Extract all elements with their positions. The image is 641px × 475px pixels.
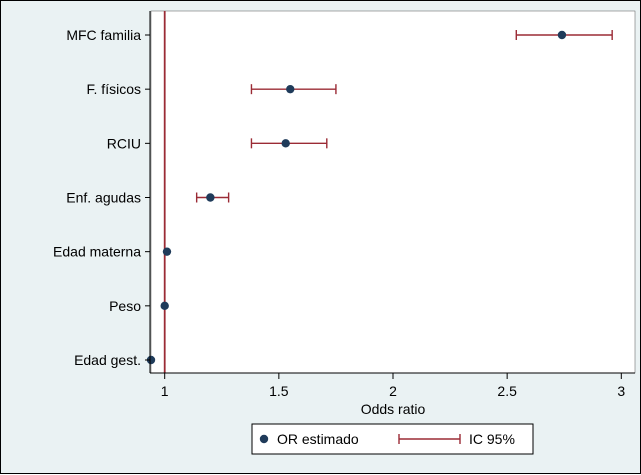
x-tick-label: 1: [161, 383, 169, 399]
x-axis-title: Odds ratio: [361, 401, 426, 417]
legend-point-marker: [260, 435, 268, 443]
legend-label-or: OR estimado: [277, 431, 359, 447]
or-point: [160, 302, 168, 310]
plot-area: [151, 11, 635, 373]
y-tick-label: Enf. agudas: [66, 190, 141, 206]
x-axis-ticks: 1 1.5 2 2.5 3: [161, 373, 626, 399]
y-tick-label: MFC familia: [66, 27, 141, 43]
x-tick-label: 3: [617, 383, 625, 399]
or-point: [286, 85, 294, 93]
x-tick-label: 2.5: [497, 383, 517, 399]
or-point: [558, 31, 566, 39]
x-tick-label: 1.5: [269, 383, 289, 399]
legend-label-ci: IC 95%: [469, 431, 515, 447]
y-axis-ticks: MFC familia F. físicos RCIU Enf. agudas Edad…: [53, 27, 150, 368]
y-tick-label: Peso: [109, 298, 141, 314]
y-tick-label: Edad gest.: [74, 352, 141, 368]
y-tick-label: RCIU: [107, 135, 141, 151]
x-tick-label: 2: [389, 383, 397, 399]
y-tick-label: F. físicos: [87, 81, 141, 97]
y-tick-label: Edad materna: [53, 244, 141, 260]
or-point: [163, 247, 171, 255]
or-point: [206, 193, 214, 201]
or-point: [281, 139, 289, 147]
legend: OR estimado IC 95%: [252, 424, 533, 454]
